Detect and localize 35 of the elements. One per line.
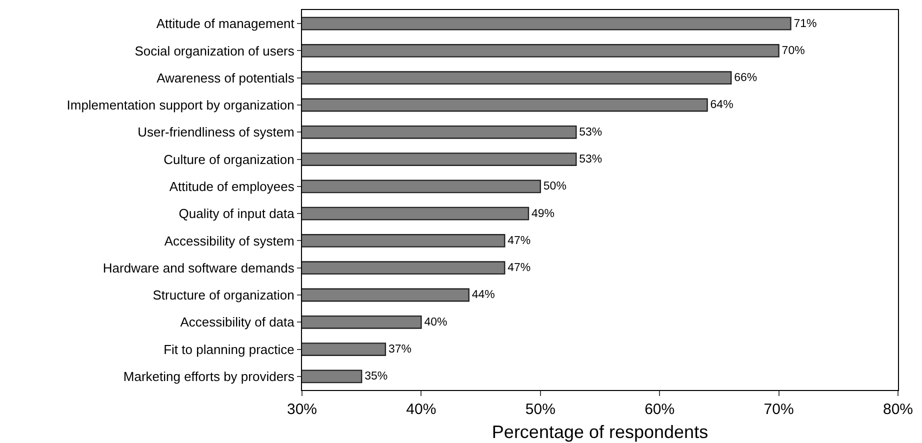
data-label: 44% bbox=[472, 289, 495, 302]
x-tick-label: 70% bbox=[764, 401, 794, 418]
y-tick-label: Attitude of employees bbox=[169, 178, 295, 194]
data-label: 49% bbox=[531, 208, 555, 220]
data-label: 53% bbox=[579, 154, 602, 166]
data-label: 40% bbox=[424, 316, 448, 328]
y-tick-label: User-friendliness of system bbox=[138, 124, 294, 140]
y-tick-label: Fit to planning practice bbox=[164, 342, 294, 357]
data-label: 50% bbox=[543, 180, 566, 193]
y-tick-label: Structure of organization bbox=[152, 288, 294, 303]
x-tick-label: 60% bbox=[644, 401, 675, 418]
data-label: 71% bbox=[794, 18, 817, 30]
x-tick-label: 30% bbox=[286, 401, 318, 418]
data-label: 47% bbox=[508, 262, 531, 274]
data-label: 64% bbox=[710, 99, 734, 112]
x-tick-label: 80% bbox=[882, 401, 914, 418]
data-label: 53% bbox=[579, 126, 602, 138]
data-label: 35% bbox=[364, 370, 388, 383]
y-tick-label: Attitude of management bbox=[156, 16, 295, 32]
y-tick-label: Social organization of users bbox=[134, 43, 295, 58]
data-label: 37% bbox=[388, 344, 412, 356]
data-label: 47% bbox=[508, 234, 531, 247]
y-tick-label: Marketing efforts by providers bbox=[123, 368, 295, 384]
y-tick-label: Culture of organization bbox=[164, 152, 294, 167]
data-label: 70% bbox=[782, 44, 805, 57]
x-axis-title: Percentage of respondents bbox=[492, 422, 708, 442]
data-label: 66% bbox=[734, 72, 758, 84]
y-tick-label: Accessibility of data bbox=[180, 314, 296, 330]
y-tick-label: Accessibility of system bbox=[164, 233, 294, 248]
x-tick-label: 40% bbox=[406, 401, 436, 418]
y-tick-label: Awareness of potentials bbox=[156, 70, 295, 86]
x-tick-label: 50% bbox=[525, 401, 556, 418]
y-tick-label: Hardware and software demands bbox=[102, 260, 295, 276]
y-tick-label: Quality of input data bbox=[178, 206, 296, 222]
y-tick-label: Implementation support by organization bbox=[66, 98, 294, 113]
